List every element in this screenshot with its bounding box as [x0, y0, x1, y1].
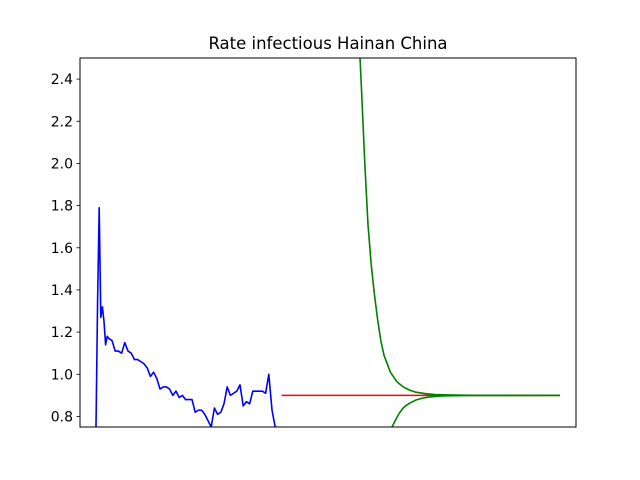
y-tick-label: 1.6 — [51, 241, 73, 257]
y-tick-label: 2.4 — [51, 72, 73, 88]
series-layer — [95, 58, 561, 427]
y-tick-label: 2.0 — [51, 156, 73, 172]
y-tick-label: 0.8 — [51, 409, 73, 425]
y-tick-label: 1.0 — [51, 367, 73, 383]
series-line-observed-rate — [95, 206, 277, 427]
y-tick-label: 1.2 — [51, 325, 73, 341]
y-axis: 0.8 1.0 1.2 1.4 1.6 1.8 2.0 2.2 2.4 — [51, 72, 80, 425]
plot-frame — [79, 57, 577, 428]
y-tick-label: 1.4 — [51, 283, 73, 299]
series-line-lower-convergence — [391, 394, 561, 427]
y-tick-label: 2.2 — [51, 114, 73, 130]
y-tick-label: 1.8 — [51, 199, 73, 215]
chart-title: Rate infectious Hainan China — [208, 34, 447, 53]
plot-area — [80, 58, 576, 427]
